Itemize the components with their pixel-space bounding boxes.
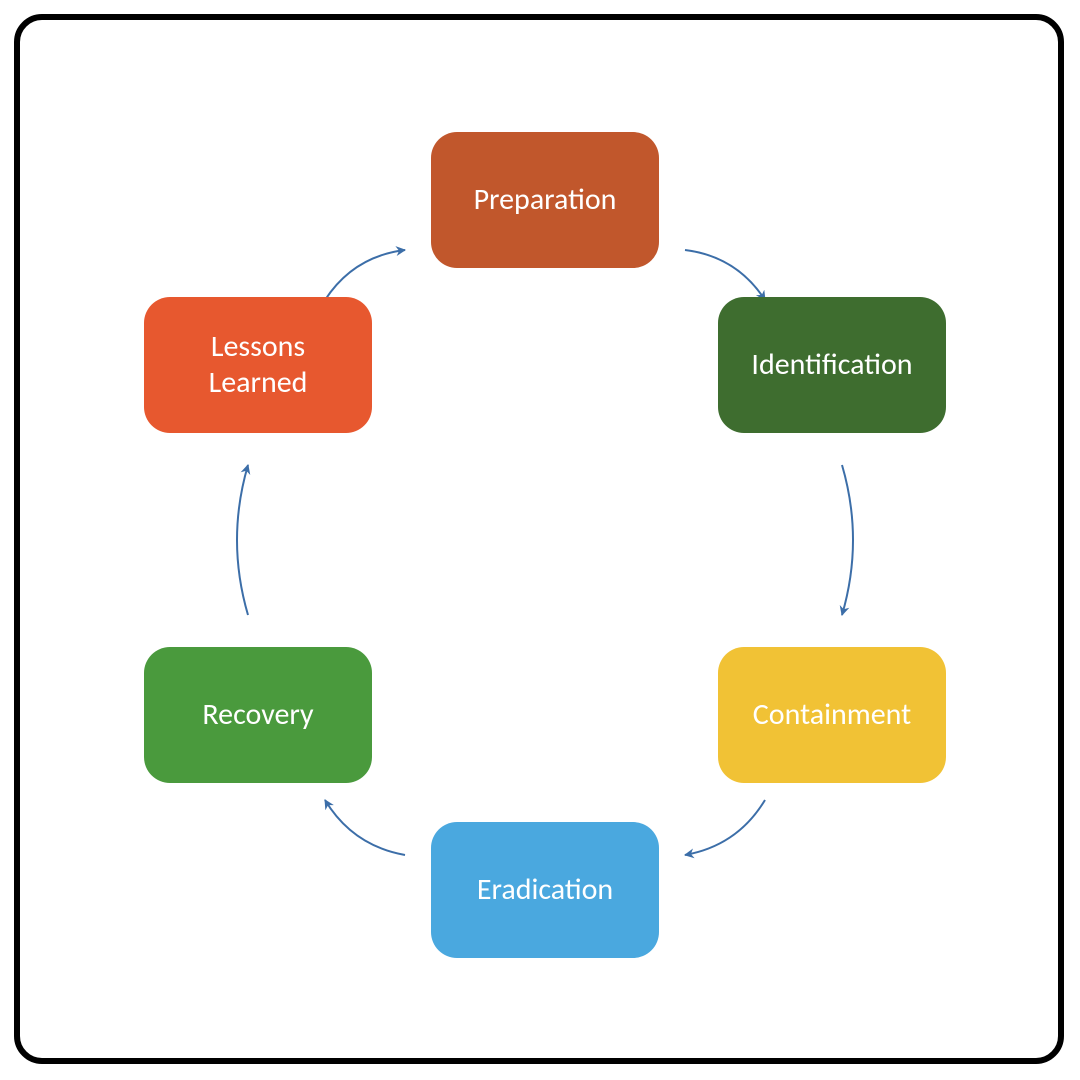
edge-preparation-to-identification (685, 250, 765, 300)
node-containment: Containment (718, 647, 946, 783)
node-label-eradication: Eradication (477, 872, 613, 908)
node-lessons-learned: Lessons Learned (144, 297, 372, 433)
node-label-containment: Containment (753, 697, 911, 733)
edge-lessons-learned-to-preparation (325, 250, 405, 300)
edge-identification-to-containment (842, 465, 853, 615)
node-preparation: Preparation (431, 132, 659, 268)
node-label-preparation: Preparation (474, 182, 617, 218)
edge-recovery-to-lessons-learned (237, 465, 248, 615)
edge-eradication-to-recovery (325, 800, 405, 855)
node-label-lessons-learned: Lessons Learned (209, 329, 308, 401)
edge-containment-to-eradication (685, 800, 765, 855)
node-recovery: Recovery (144, 647, 372, 783)
node-label-recovery: Recovery (202, 697, 313, 733)
diagram-frame: Preparation Identification Containment Erad… (14, 14, 1064, 1064)
node-label-identification: Identification (751, 347, 912, 383)
node-eradication: Eradication (431, 822, 659, 958)
node-identification: Identification (718, 297, 946, 433)
